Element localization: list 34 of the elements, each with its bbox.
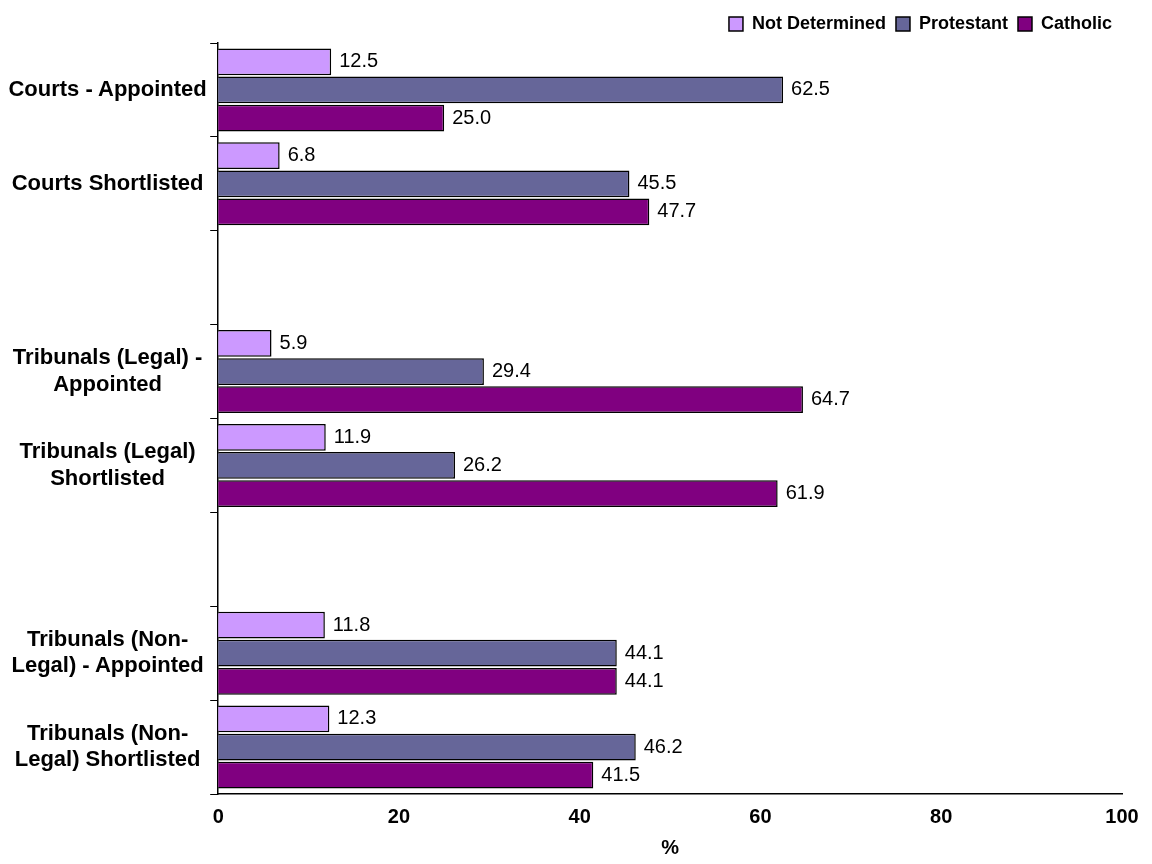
y-tick-label: Tribunals (Legal) Shortlisted (19, 438, 196, 490)
x-tick-label: 100 (1105, 804, 1139, 827)
data-label: 26.2 (462, 452, 502, 475)
data-label: 6.8 (287, 143, 316, 166)
data-label: 12.5 (339, 49, 379, 72)
data-label: 46.2 (643, 734, 683, 757)
y-tick-label: Tribunals (Legal) - Appointed (12, 344, 203, 396)
data-label: 12.3 (337, 706, 377, 729)
x-tick-label: 60 (749, 804, 772, 827)
legend-label: Protestant (918, 12, 1008, 33)
data-label: 64.7 (810, 387, 850, 410)
data-label: 44.1 (624, 668, 664, 691)
data-label: 11.8 (332, 612, 371, 635)
x-tick-label: 20 (387, 804, 411, 827)
x-tick-label: 0 (212, 804, 224, 827)
y-tick-label: Tribunals (Non-Legal) Shortlisted (14, 719, 201, 772)
data-label: 5.9 (279, 330, 308, 353)
x-tick-label: 80 (930, 804, 953, 827)
data-label: 61.9 (785, 481, 825, 504)
y-tick-label: Courts Shortlisted (11, 169, 204, 195)
y-tick-label: Courts - Appointed (8, 76, 207, 101)
x-axis-title: % (661, 835, 680, 858)
data-label: 62.5 (791, 77, 831, 100)
data-label: 25.0 (452, 105, 492, 128)
data-label: 47.7 (657, 199, 697, 222)
data-label: 45.5 (637, 171, 677, 194)
legend-label: Catholic (1040, 12, 1113, 33)
x-tick-label: 40 (568, 804, 591, 827)
data-label: 44.1 (624, 640, 664, 663)
y-tick-label: Tribunals (Non-Legal) - Appointed (11, 626, 204, 678)
legend-label: Not Determined (751, 12, 886, 33)
data-label: 11.9 (333, 424, 372, 447)
data-label: 41.5 (601, 762, 641, 785)
data-label: 29.4 (491, 359, 531, 382)
